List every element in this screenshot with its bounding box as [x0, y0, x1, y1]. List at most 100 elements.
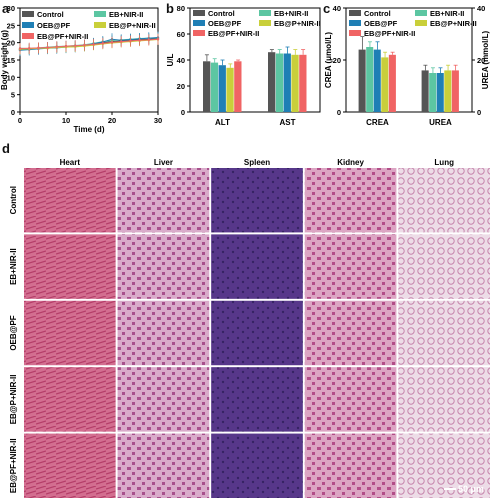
data-point [120, 40, 123, 43]
bar [421, 70, 429, 112]
legend-swatch [94, 22, 106, 28]
y-tick-label: 0 [181, 108, 185, 117]
histology-tile-heart [24, 367, 116, 432]
data-point [101, 42, 105, 45]
tile-tint [211, 367, 303, 432]
legend-label: OEB@PF [208, 19, 242, 28]
series-line [19, 38, 159, 50]
tile-tint [117, 367, 210, 432]
legend-swatch [415, 20, 427, 26]
scale-bar-line [443, 488, 456, 490]
scale-bar-label: 50 μm [457, 484, 484, 494]
bar [444, 70, 452, 112]
y-axis-label: CREA (μmol/L) [324, 32, 333, 88]
data-point [64, 44, 68, 48]
data-point [129, 39, 132, 43]
bar [429, 73, 437, 112]
histology-tile-heart [24, 234, 116, 299]
tile-tint [398, 300, 490, 366]
y-tick-label: 80 [177, 4, 185, 13]
bar [366, 47, 374, 112]
histology-tile-liver [117, 367, 210, 432]
legend-swatch [349, 30, 361, 36]
panel-b-label: b [166, 1, 174, 16]
legend-label: EB@P+NIR-II [109, 21, 156, 30]
tile-tint [304, 234, 397, 299]
histology-tile-kidney [304, 234, 397, 299]
legend-label: EB+NIR-II [109, 10, 143, 19]
histology-tile-lung [398, 168, 490, 233]
tile-tint [117, 168, 210, 233]
bar [226, 67, 234, 112]
tile-tint [24, 168, 116, 233]
panel-d-label: d [2, 141, 10, 156]
tile-tint [211, 300, 303, 366]
legend-swatch [193, 20, 205, 26]
tile-tint [304, 168, 397, 233]
organ-header: Heart [60, 158, 81, 167]
bar [381, 57, 389, 112]
histology-tile-heart [24, 433, 116, 498]
bar [275, 53, 284, 112]
histology-tile-spleen [211, 367, 303, 432]
tile-tint [211, 234, 303, 299]
histology-tile-spleen [211, 234, 303, 299]
legend-label: EB@PF+NIR-II [364, 29, 415, 38]
y-tick-label: 5 [11, 91, 15, 100]
y-right-tick-label: 0 [477, 108, 481, 117]
x-tick-label: 10 [62, 116, 70, 125]
data-point [74, 44, 77, 47]
bar [291, 54, 299, 112]
y-tick-label: 60 [177, 30, 185, 39]
data-point [55, 45, 58, 49]
organ-header: Liver [154, 158, 173, 167]
histology-tile-liver [117, 300, 210, 366]
histology-tile-lung [398, 234, 490, 299]
legend-label: EB+NIR-II [430, 9, 464, 18]
tile-tint [211, 433, 303, 498]
y-tick-label: 30 [7, 4, 15, 13]
y-tick-label: 0 [11, 108, 15, 117]
tile-tint [24, 433, 116, 498]
x-tick-label: 30 [154, 116, 162, 125]
group-row-label: OEB@PF [9, 315, 18, 350]
y-right-tick-label: 40 [477, 4, 485, 13]
y-tick-label: 0 [337, 108, 341, 117]
y-tick-label: 40 [177, 56, 185, 65]
tile-tint [24, 234, 116, 299]
tile-tint [117, 433, 210, 498]
data-point [18, 47, 22, 50]
panel-c-label: c [323, 1, 331, 16]
legend-swatch [94, 11, 106, 17]
histology-tile-kidney [304, 168, 397, 233]
legend-swatch [349, 20, 361, 26]
y-tick-label: 20 [7, 39, 15, 48]
legend-label: Control [364, 9, 391, 18]
histology-tile-kidney [304, 367, 397, 432]
bar [218, 65, 226, 112]
histology-tile-liver [117, 168, 210, 233]
histology-tile-lung [398, 433, 490, 498]
legend-label: EB@PF+NIR-II [37, 32, 88, 41]
data-point [138, 39, 141, 42]
liver-function-chart: 0 20 40 60 80 U/L ALT AST Control EB+NIR-II OEB@PF… [166, 4, 321, 127]
x-tick-label: UREA [429, 118, 452, 127]
group-row-label: EB+NIR-II [9, 248, 18, 285]
legend-label: OEB@PF [364, 19, 398, 28]
bar [451, 70, 459, 112]
y-tick-label: 40 [333, 4, 341, 13]
histology-tile-spleen [211, 168, 303, 233]
y-tick-label: 15 [7, 56, 15, 65]
legend-swatch [22, 33, 34, 39]
tile-tint [24, 300, 116, 366]
histology-tile-lung [398, 367, 490, 432]
panel-a-label: a [2, 1, 10, 16]
histology-tile-liver [117, 433, 210, 498]
legend-label: EB@PF+NIR-II [208, 29, 259, 38]
histology-tile-spleen [211, 300, 303, 366]
tile-tint [304, 367, 397, 432]
tile-tint [117, 300, 210, 366]
group-row-label: EB@PF+NIR-II [9, 438, 18, 493]
histology-tile-heart [24, 168, 116, 233]
bar [234, 61, 242, 112]
